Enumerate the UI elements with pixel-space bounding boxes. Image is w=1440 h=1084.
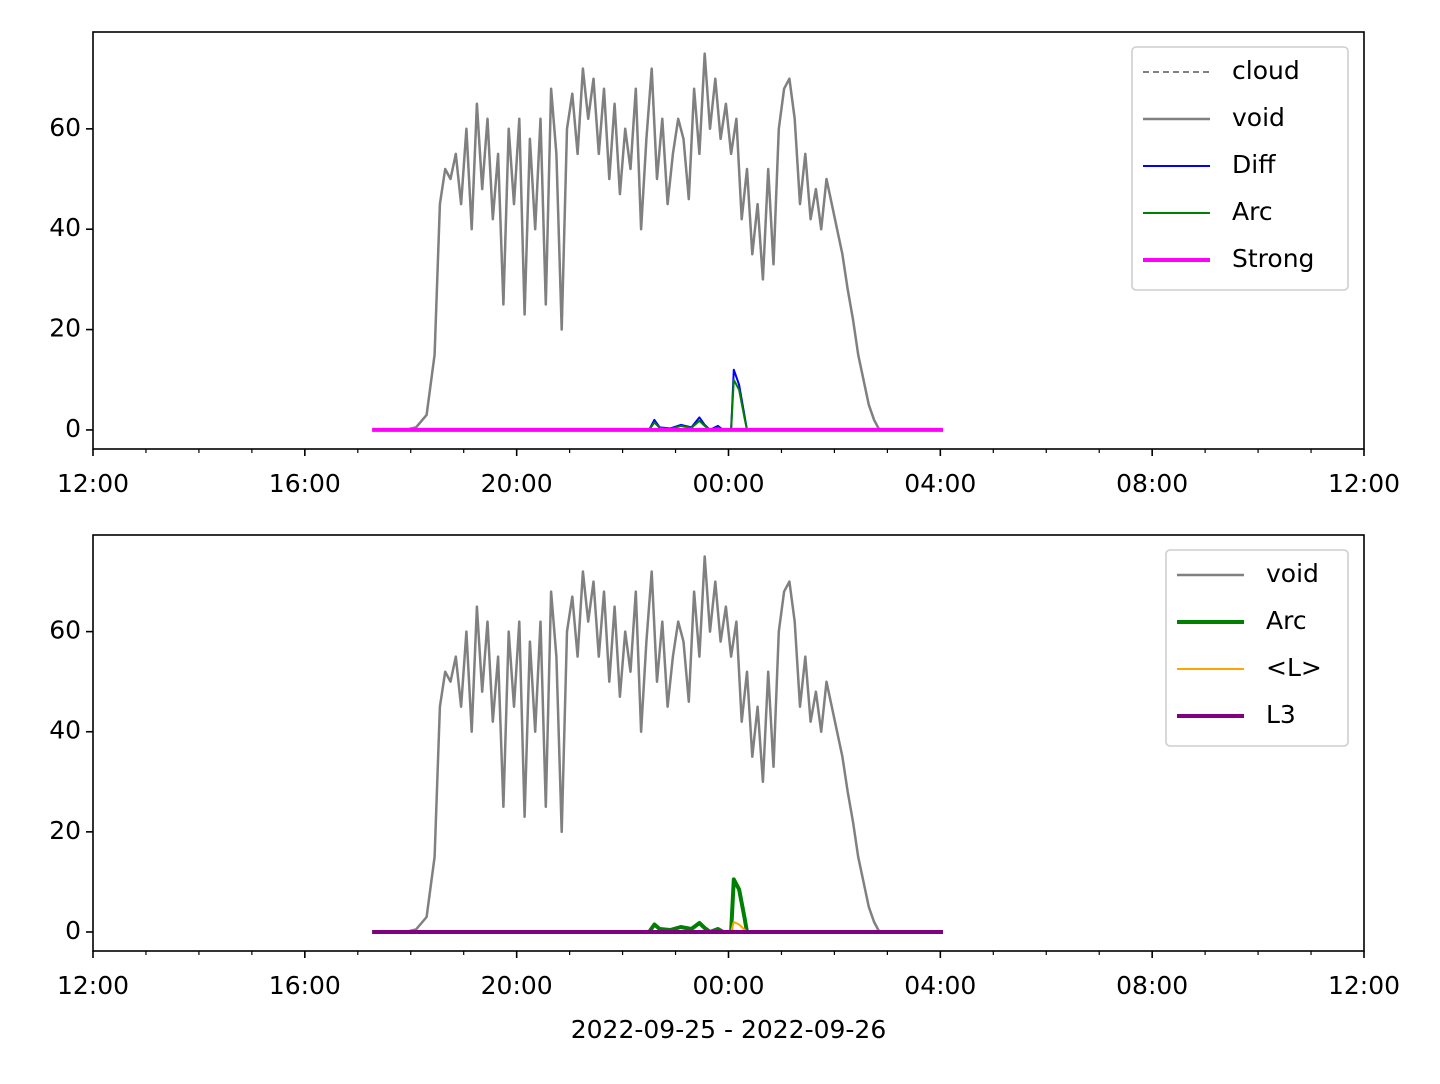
- y-tick-label: 0: [65, 916, 81, 945]
- x-tick-label: 20:00: [481, 469, 553, 498]
- x-tick-label: 16:00: [269, 469, 341, 498]
- x-tick-label: 00:00: [692, 469, 764, 498]
- legend-label: Diff: [1232, 150, 1276, 179]
- x-tick-label: 12:00: [1328, 469, 1400, 498]
- x-tick-label: 12:00: [1328, 971, 1400, 1000]
- legend-label: void: [1266, 559, 1319, 588]
- x-tick-label: 12:00: [57, 971, 129, 1000]
- legend-label: void: [1232, 103, 1285, 132]
- y-tick-label: 40: [49, 716, 81, 745]
- legend-label: cloud: [1232, 56, 1300, 85]
- x-tick-label: 08:00: [1116, 469, 1188, 498]
- legend-box: [1131, 46, 1349, 291]
- x-tick-label: 00:00: [692, 971, 764, 1000]
- series-line: [405, 52, 881, 432]
- y-tick-label: 0: [65, 414, 81, 443]
- y-tick-label: 20: [49, 314, 81, 343]
- y-tick-label: 60: [49, 113, 81, 142]
- legend-box: [1165, 549, 1349, 747]
- x-tick-label: 20:00: [481, 971, 553, 1000]
- legend-label: Strong: [1232, 244, 1314, 273]
- x-axis-label: 2022-09-25 - 2022-09-26: [571, 1015, 887, 1044]
- x-tick-label: 16:00: [269, 971, 341, 1000]
- legend-label: L3: [1266, 700, 1296, 729]
- y-tick-label: 40: [49, 213, 81, 242]
- legend-label: Arc: [1266, 606, 1307, 635]
- y-tick-label: 60: [49, 616, 81, 645]
- x-tick-label: 04:00: [904, 469, 976, 498]
- y-tick-label: 20: [49, 816, 81, 845]
- legend-label: <L>: [1266, 653, 1322, 682]
- series-line: [405, 555, 881, 934]
- x-tick-label: 08:00: [1116, 971, 1188, 1000]
- x-tick-label: 04:00: [904, 971, 976, 1000]
- legend-label: Arc: [1232, 197, 1273, 226]
- x-tick-label: 12:00: [57, 469, 129, 498]
